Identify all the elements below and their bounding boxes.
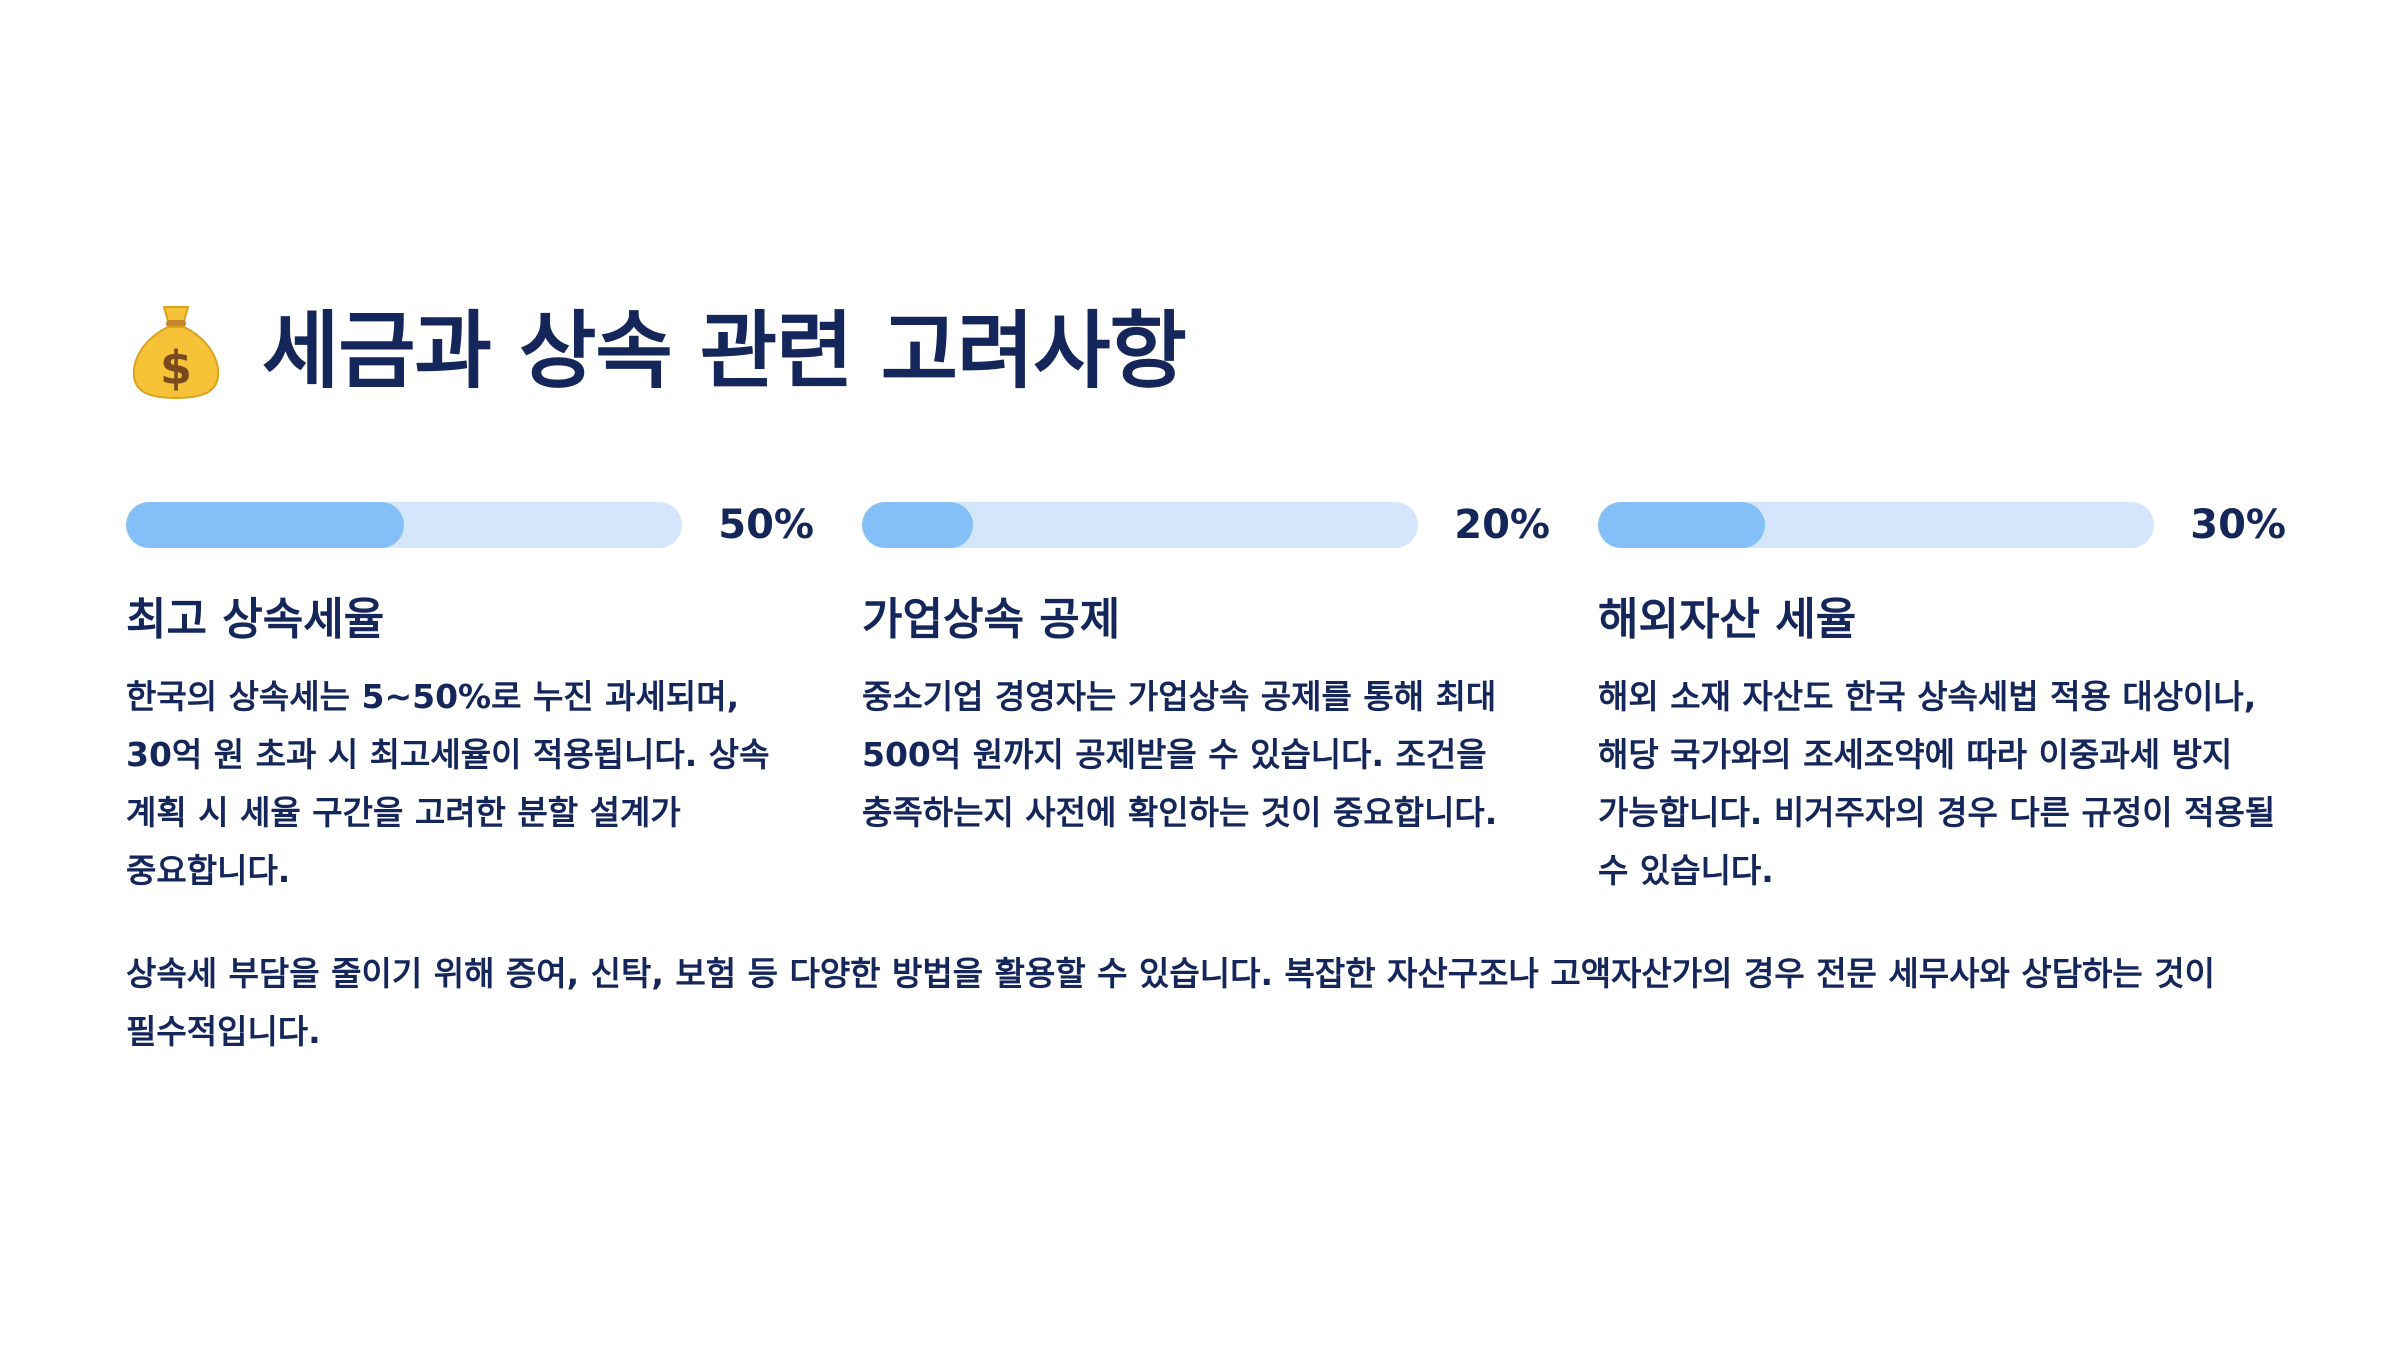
progress-track bbox=[862, 502, 1418, 548]
money-bag-icon: $ bbox=[132, 306, 220, 400]
progress-fill bbox=[126, 502, 404, 548]
progress-row: 20% bbox=[862, 500, 1550, 550]
title-row: $ 세금과 상속 관련 고려사항 bbox=[126, 296, 1187, 406]
columns: 50% 최고 상속세율 한국의 상속세는 5~50%로 누진 과세되며, 30억… bbox=[126, 500, 2286, 900]
column-family-business-deduction: 20% 가업상속 공제 중소기업 경영자는 가업상속 공제를 통해 최대 500… bbox=[862, 500, 1550, 900]
progress-fill bbox=[862, 502, 974, 548]
column-title: 해외자산 세율 bbox=[1598, 594, 1857, 645]
footer-note: 상속세 부담을 줄이기 위해 증여, 신탁, 보험 등 다양한 방법을 활용할 … bbox=[126, 954, 2215, 1051]
column-body: 중소기업 경영자는 가업상속 공제를 통해 최대 500억 원까지 공제받을 수… bbox=[862, 677, 1498, 832]
page-title: 세금과 상속 관련 고려사항 bbox=[262, 302, 1187, 400]
column-body: 한국의 상속세는 5~50%로 누진 과세되며, 30억 원 초과 시 최고세율… bbox=[126, 677, 770, 890]
column-title: 가업상속 공제 bbox=[862, 594, 1121, 645]
column-body: 해외 소재 자산도 한국 상속세법 적용 대상이나, 해당 국가와의 조세조약에… bbox=[1598, 677, 2276, 890]
column-overseas-asset-tax: 30% 해외자산 세율 해외 소재 자산도 한국 상속세법 적용 대상이나, 해… bbox=[1598, 500, 2286, 900]
column-title: 최고 상속세율 bbox=[126, 594, 385, 645]
progress-percent: 20% bbox=[1454, 502, 1550, 548]
progress-percent: 50% bbox=[718, 502, 814, 548]
svg-text:$: $ bbox=[160, 341, 192, 395]
progress-track bbox=[1598, 502, 2154, 548]
progress-percent: 30% bbox=[2190, 502, 2286, 548]
slide: $ 세금과 상속 관련 고려사항 50% 최고 상속세율 한국의 상속세는 5~… bbox=[126, 0, 2286, 1350]
progress-row: 30% bbox=[1598, 500, 2286, 550]
column-top-tax-rate: 50% 최고 상속세율 한국의 상속세는 5~50%로 누진 과세되며, 30억… bbox=[126, 500, 814, 900]
progress-row: 50% bbox=[126, 500, 814, 550]
progress-fill bbox=[1598, 502, 1765, 548]
progress-track bbox=[126, 502, 682, 548]
